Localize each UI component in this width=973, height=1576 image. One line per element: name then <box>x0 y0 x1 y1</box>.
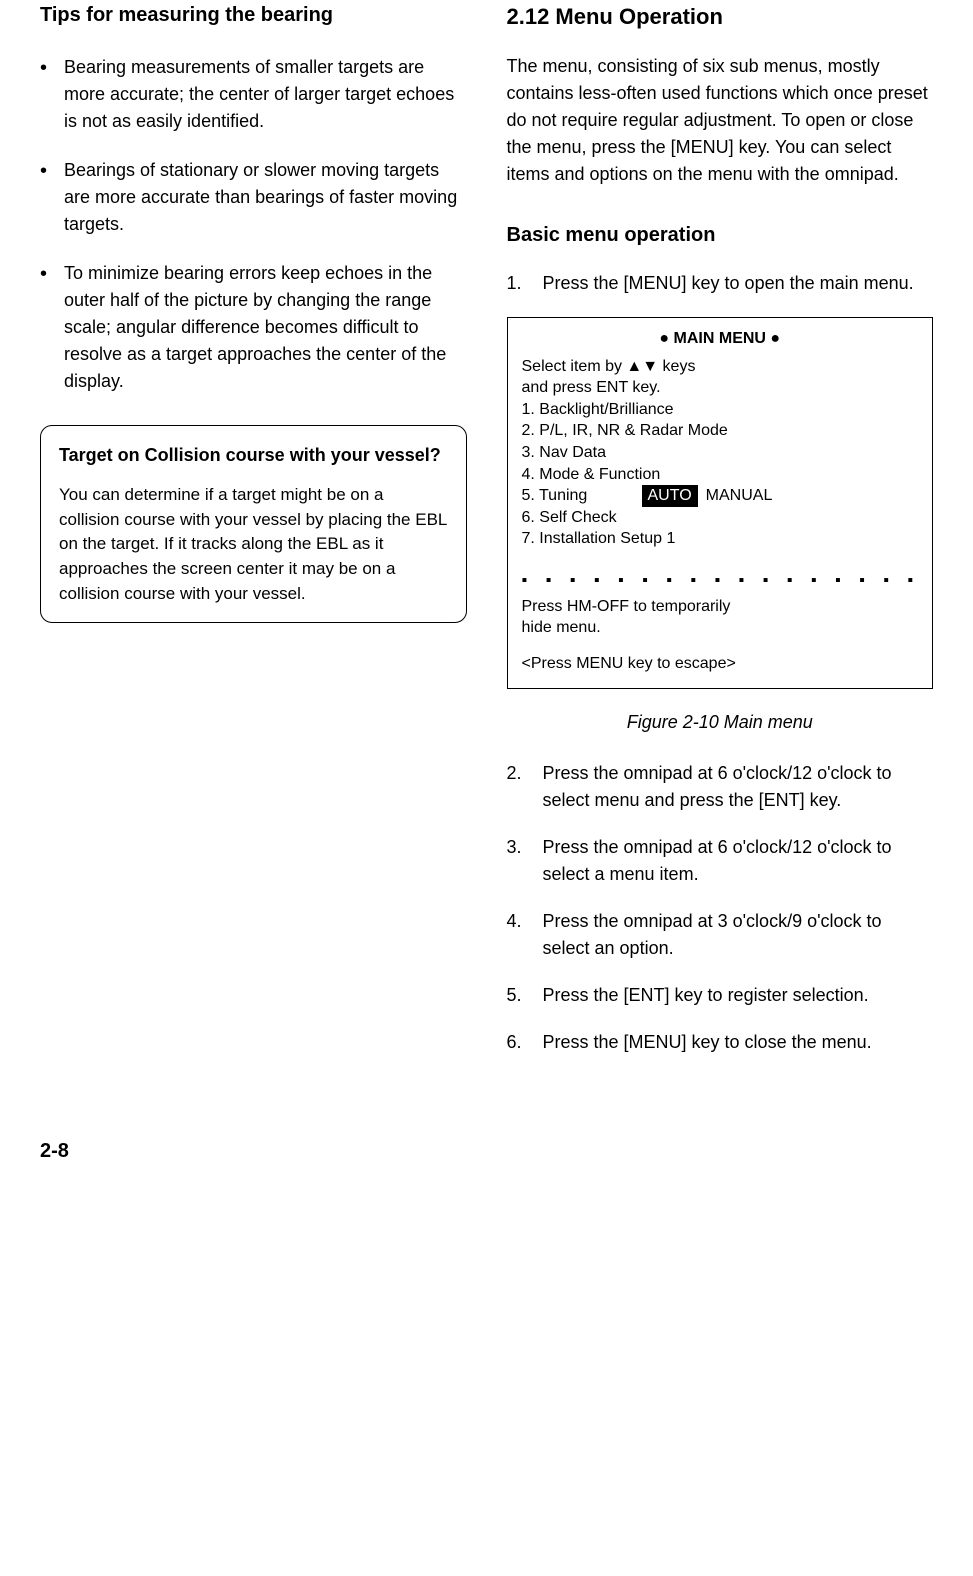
menu-item: 3. Nav Data <box>522 442 919 464</box>
menu-tuning-selected: AUTO <box>642 485 698 507</box>
menu-item: 4. Mode & Function <box>522 464 919 486</box>
step-item: Press the [MENU] key to open the main me… <box>507 270 934 297</box>
menu-instruction: Select item by ▲▼ keys <box>522 356 919 378</box>
step-item: Press the omnipad at 6 o'clock/12 o'cloc… <box>507 760 934 814</box>
menu-item: 1. Backlight/Brilliance <box>522 399 919 421</box>
steps-list: Press the [MENU] key to open the main me… <box>507 270 934 297</box>
tips-list: Bearing measurements of smaller targets … <box>40 54 467 395</box>
step-item: Press the [MENU] key to close the menu. <box>507 1029 934 1056</box>
tips-heading: Tips for measuring the bearing <box>40 0 467 30</box>
menu-item: 7. Installation Setup 1 <box>522 528 919 550</box>
tip-item: To minimize bearing errors keep echoes i… <box>40 260 467 395</box>
collision-callout: Target on Collision course with your ves… <box>40 425 467 623</box>
menu-tuning-other: MANUAL <box>706 485 773 507</box>
menu-escape: <Press MENU key to escape> <box>522 653 919 675</box>
step-item: Press the omnipad at 6 o'clock/12 o'cloc… <box>507 834 934 888</box>
page-number: 2-8 <box>40 1136 933 1166</box>
menu-title: ● MAIN MENU ● <box>522 328 919 350</box>
steps-list-cont: Press the omnipad at 6 o'clock/12 o'cloc… <box>507 760 934 1056</box>
menu-footer: hide menu. <box>522 617 919 639</box>
menu-title-text: MAIN MENU <box>674 330 766 347</box>
menu-tuning-line: 5. Tuning AUTO MANUAL <box>522 485 919 507</box>
main-menu-box: ● MAIN MENU ● Select item by ▲▼ keys and… <box>507 317 934 689</box>
callout-body: You can determine if a target might be o… <box>59 483 448 606</box>
intro-paragraph: The menu, consisting of six sub menus, m… <box>507 53 934 188</box>
menu-divider-dots: ▪ ▪ ▪ ▪ ▪ ▪ ▪ ▪ ▪ ▪ ▪ ▪ ▪ ▪ ▪ ▪ ▪ ▪ ▪ <box>522 570 919 592</box>
section-heading: 2.12 Menu Operation <box>507 0 934 33</box>
menu-footer: Press HM-OFF to temporarily <box>522 596 919 618</box>
bullet-icon: ● <box>770 330 780 347</box>
left-column: Tips for measuring the bearing Bearing m… <box>40 0 467 1076</box>
bullet-icon: ● <box>659 330 669 347</box>
figure-caption: Figure 2-10 Main menu <box>507 709 934 736</box>
menu-tuning-label: 5. Tuning <box>522 485 642 507</box>
page-content: Tips for measuring the bearing Bearing m… <box>40 0 933 1076</box>
menu-item: 6. Self Check <box>522 507 919 529</box>
step-item: Press the omnipad at 3 o'clock/9 o'clock… <box>507 908 934 962</box>
right-column: 2.12 Menu Operation The menu, consisting… <box>507 0 934 1076</box>
menu-instruction: and press ENT key. <box>522 377 919 399</box>
step-item: Press the [ENT] key to register selectio… <box>507 982 934 1009</box>
tip-item: Bearings of stationary or slower moving … <box>40 157 467 238</box>
basic-operation-heading: Basic menu operation <box>507 220 934 250</box>
menu-item: 2. P/L, IR, NR & Radar Mode <box>522 420 919 442</box>
callout-title: Target on Collision course with your ves… <box>59 442 448 469</box>
tip-item: Bearing measurements of smaller targets … <box>40 54 467 135</box>
